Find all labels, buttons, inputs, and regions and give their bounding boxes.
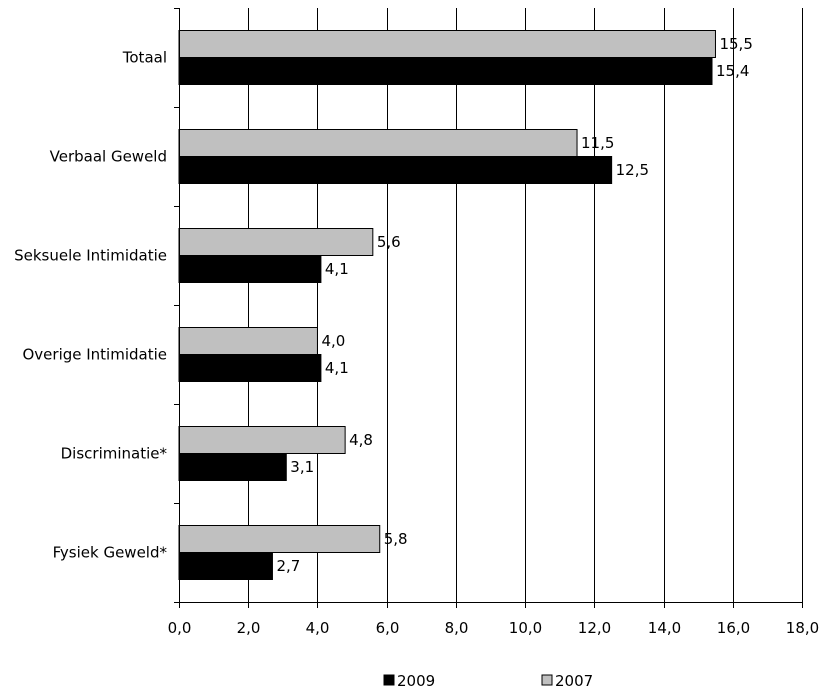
x-tick-label: 14,0 (648, 619, 681, 637)
x-tick-label: 12,0 (578, 619, 611, 637)
legend-swatch-2007 (541, 674, 553, 686)
bar-2009 (178, 57, 713, 85)
category-label: Verbaal Geweld (50, 148, 167, 166)
data-label-2007: 4,8 (349, 431, 373, 449)
bar-2009 (178, 453, 287, 481)
legend-swatch-2009 (383, 674, 395, 686)
bar-layer (178, 30, 716, 580)
x-tick-label: 4,0 (306, 619, 330, 637)
legend-label-2009: 2009 (397, 672, 435, 690)
data-label-2009: 4,1 (325, 260, 349, 278)
bar-2007 (178, 426, 346, 454)
x-tick-label: 6,0 (376, 619, 400, 637)
category-label: Fysiek Geweld* (53, 544, 168, 562)
data-label-2009: 2,7 (276, 557, 300, 575)
data-label-2009: 12,5 (616, 161, 649, 179)
legend-label-2007: 2007 (555, 672, 593, 690)
x-tick-label: 8,0 (445, 619, 469, 637)
x-tick-label: 18,0 (786, 619, 819, 637)
category-label: Overige Intimidatie (22, 346, 167, 364)
bar-2007 (178, 228, 374, 256)
bar-2009 (178, 552, 273, 580)
axis-layer (174, 8, 803, 608)
bar-2009 (178, 354, 322, 382)
data-label-2009: 4,1 (325, 359, 349, 377)
category-label: Discriminatie* (61, 445, 168, 463)
bar-2009 (178, 156, 613, 184)
category-label: Totaal (122, 49, 167, 67)
data-label-2007: 5,8 (384, 530, 408, 548)
data-label-2009: 3,1 (290, 458, 314, 476)
grid-layer (248, 8, 803, 602)
data-label-2007: 11,5 (581, 134, 614, 152)
data-label-2007: 4,0 (321, 332, 345, 350)
data-label-2007: 5,6 (377, 233, 401, 251)
data-label-2009: 15,4 (716, 62, 749, 80)
bar-2007 (178, 30, 716, 58)
label-layer: 15,5 15,4 Totaal 11,512,5 Verbaal Geweld 5,6 4… (14, 35, 819, 637)
legend-layer: 2009 2007 (383, 672, 593, 690)
bar-2007 (178, 525, 381, 553)
bar-2007 (178, 327, 318, 355)
x-tick-label: 2,0 (237, 619, 261, 637)
x-tick-label: 10,0 (509, 619, 542, 637)
bar-2007 (178, 129, 578, 157)
data-label-2007: 15,5 (719, 35, 752, 53)
x-tick-label: 16,0 (717, 619, 750, 637)
x-tick-label: 0,0 (168, 619, 192, 637)
bar-2009 (178, 255, 322, 283)
category-label: Seksuele Intimidatie (14, 247, 167, 265)
